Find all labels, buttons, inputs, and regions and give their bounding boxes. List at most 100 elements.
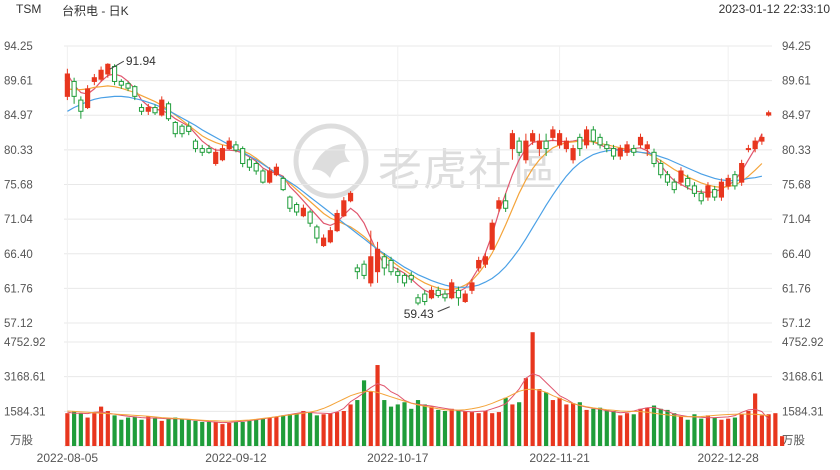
volume-bar: [92, 413, 97, 446]
candle-body: [745, 148, 751, 151]
volume-bar: [146, 416, 151, 446]
candle-body: [186, 125, 192, 132]
candle-body: [118, 80, 124, 86]
chart-header: TSM 台积电 - 日K 2023-01-12 22:33:10: [0, 0, 840, 18]
price-tick-label-left: 71.04: [4, 214, 33, 226]
candle-body: [563, 140, 569, 150]
volume-tick-label-left: 4752.92: [4, 337, 46, 349]
volume-bar: [638, 408, 643, 446]
volume-bar: [159, 420, 164, 446]
candle-body: [294, 204, 300, 213]
date-tick-label: 2022-10-17: [367, 451, 429, 465]
volume-bar: [429, 406, 434, 446]
volume-tick-label-left: 1584.31: [4, 406, 46, 418]
tiger-logo-icon: [293, 123, 369, 199]
candle-body: [408, 274, 414, 280]
candle-body: [347, 192, 354, 202]
volume-bar: [328, 413, 333, 446]
candle-body: [698, 192, 704, 202]
volume-tick-label-right: 3168.61: [782, 372, 824, 384]
volume-bar: [564, 404, 569, 446]
candle-body: [428, 289, 435, 299]
candle-body: [145, 107, 151, 112]
candle-body: [192, 140, 199, 150]
candle-body: [759, 136, 765, 142]
volume-bar: [85, 417, 90, 446]
candle-body: [314, 226, 320, 239]
candle-body: [71, 80, 77, 97]
volume-bar: [308, 412, 313, 446]
price-tick-label-right: 57.12: [782, 318, 811, 330]
volume-bar: [119, 419, 124, 446]
volume-bar: [206, 421, 212, 446]
volume-bar: [227, 423, 232, 446]
candle-body: [159, 99, 165, 116]
volume-bar: [274, 416, 279, 446]
volume-bar: [388, 406, 394, 446]
volume-bar: [746, 410, 751, 446]
volume-bar: [186, 419, 191, 446]
candle-body: [219, 148, 226, 161]
candle-body: [132, 86, 138, 97]
candle-body: [550, 129, 556, 138]
candle-body: [530, 133, 536, 142]
candle-body: [617, 148, 623, 157]
candle-body: [570, 148, 576, 161]
candle-body: [455, 289, 462, 299]
volume-bar: [544, 392, 549, 446]
volume-bar: [166, 418, 171, 446]
volume-bar: [476, 413, 481, 446]
volume-bar: [584, 409, 589, 446]
price-tick-label-right: 75.68: [782, 180, 811, 192]
volume-bar: [72, 410, 77, 446]
volume-bar: [179, 418, 185, 446]
candle-body: [739, 162, 745, 183]
candle-body: [388, 259, 394, 273]
volume-bar: [780, 436, 785, 446]
date-tick-label: 2022-12-28: [697, 451, 759, 465]
candle-body: [624, 144, 630, 153]
candle-body: [597, 136, 603, 146]
volume-bar: [503, 397, 508, 446]
candle-body: [476, 259, 482, 269]
candle-body: [138, 107, 145, 112]
price-tick-label-left: 61.76: [4, 283, 33, 295]
volume-bar: [611, 410, 616, 446]
volume-bar: [719, 419, 724, 446]
volume-bar: [200, 421, 205, 446]
volume-bar: [355, 400, 360, 446]
date-tick-label: 2022-09-12: [205, 451, 267, 465]
candle-body: [240, 148, 246, 164]
candle-body: [489, 222, 495, 250]
candle-body: [327, 230, 333, 243]
volume-bar: [672, 413, 677, 446]
candle-body: [422, 293, 428, 303]
candle-body: [233, 144, 239, 151]
candle-body: [85, 88, 91, 109]
price-tick-label-right: 89.61: [782, 76, 811, 88]
candle-body: [401, 274, 408, 284]
candle-body: [206, 148, 212, 153]
volume-bar: [739, 414, 744, 446]
volume-bar: [712, 417, 717, 446]
volume-bar: [247, 420, 252, 446]
volume-bar: [449, 408, 454, 446]
volume-bar: [112, 415, 117, 446]
volume-bar: [193, 420, 198, 446]
candle-body: [658, 162, 664, 176]
volume-bar: [483, 410, 488, 446]
volume-bar: [368, 391, 373, 446]
price-ma-line-ma5: [66, 73, 763, 296]
volume-bar: [557, 397, 562, 446]
candle-body: [732, 174, 738, 187]
volume-bar: [618, 415, 623, 446]
low-annotation-leader: [437, 306, 450, 313]
candle-body: [557, 133, 563, 146]
candle-body: [334, 212, 340, 232]
volume-bar: [523, 378, 528, 446]
candle-body: [321, 237, 327, 247]
volume-bar: [496, 412, 502, 446]
candle-body: [718, 181, 725, 198]
volume-bar: [254, 419, 259, 446]
